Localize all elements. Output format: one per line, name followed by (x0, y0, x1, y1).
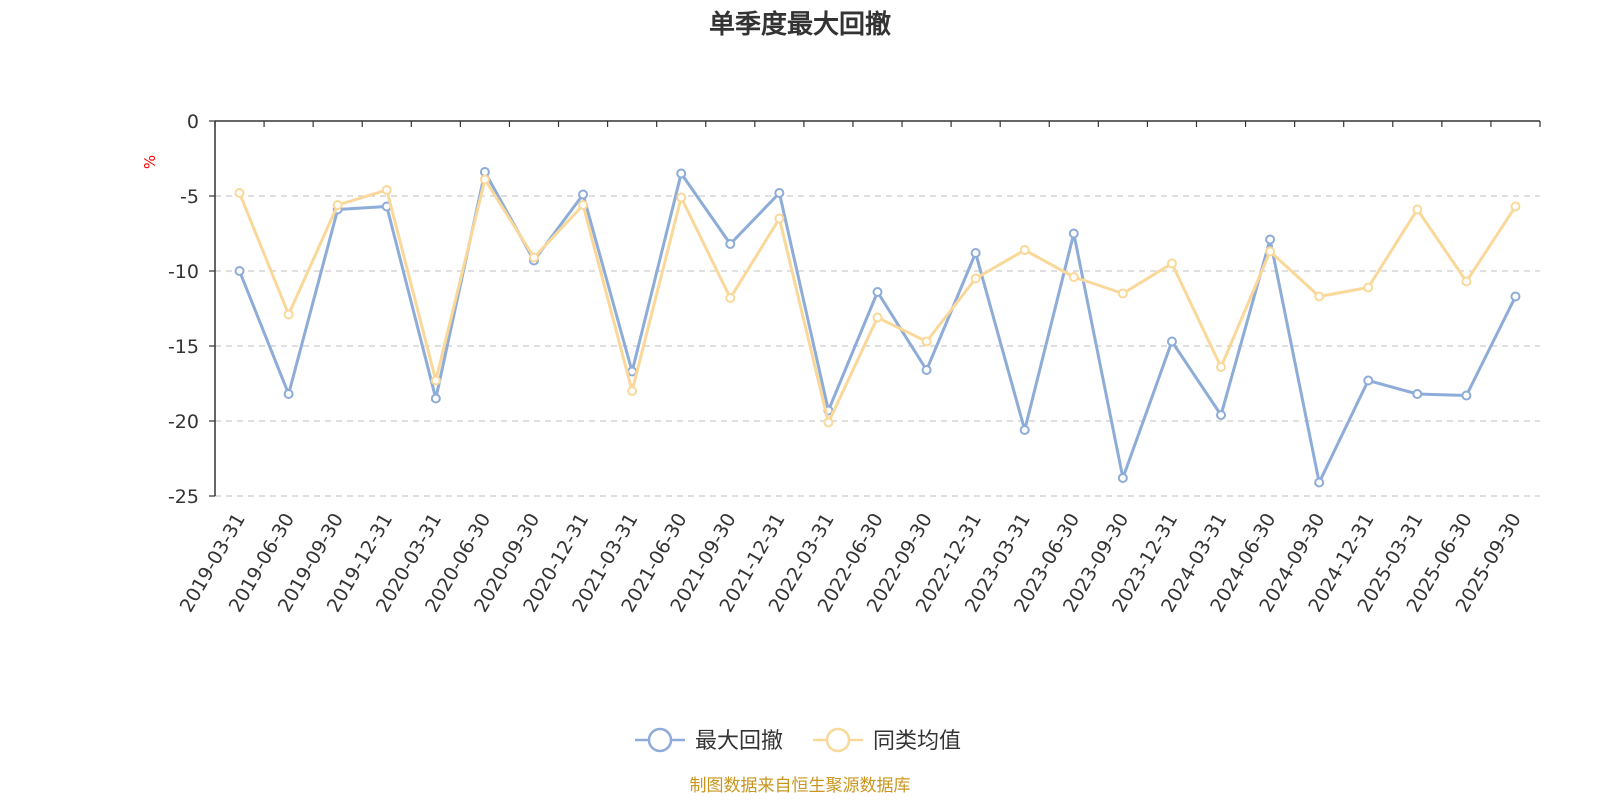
series-line (238, 170, 1517, 484)
legend-marker-icon (825, 727, 851, 753)
data-point (1216, 362, 1227, 372)
series-lines (234, 167, 1521, 488)
y-tick-label: 0 (187, 111, 199, 133)
grid-lines (215, 195, 1540, 497)
data-point (234, 188, 245, 198)
series-2 (234, 174, 1521, 428)
data-point (676, 192, 687, 203)
data-point (872, 287, 883, 297)
data-point (1363, 375, 1374, 386)
legend-marker-icon (647, 727, 673, 753)
legend-item-2[interactable]: 同类均值 (813, 727, 961, 754)
data-point (823, 417, 834, 428)
data-point (1117, 473, 1128, 483)
data-point (627, 386, 638, 396)
data-point (970, 273, 981, 284)
y-tick-label: -20 (168, 411, 199, 433)
data-point (1019, 245, 1030, 255)
data-point (1265, 234, 1276, 245)
data-point (774, 213, 785, 224)
legend-label: 同类均值 (873, 729, 961, 754)
data-point (1412, 204, 1423, 215)
y-tick-label: -25 (168, 486, 199, 508)
y-tick-label: -5 (180, 186, 199, 208)
data-point (283, 309, 294, 320)
data-point (332, 200, 343, 210)
data-point (528, 252, 539, 263)
data-point (1510, 201, 1521, 212)
data-point (430, 375, 441, 386)
data-point (921, 365, 932, 375)
data-point (381, 185, 392, 195)
data-point (774, 188, 785, 198)
data-source-note: 制图数据来自恒生聚源数据库 (690, 776, 911, 796)
data-point (1265, 246, 1276, 257)
data-point (1019, 425, 1030, 435)
legend-item-1[interactable]: 最大回撤 (635, 727, 783, 754)
y-tick-label: -15 (168, 336, 199, 358)
y-tick-label: -10 (168, 261, 199, 283)
data-point (1314, 291, 1325, 302)
data-point (479, 174, 490, 185)
data-point (1314, 477, 1325, 488)
data-point (1068, 228, 1079, 239)
data-point (1461, 390, 1472, 401)
data-point (1412, 389, 1423, 399)
data-point (1510, 291, 1521, 302)
data-point (1117, 288, 1128, 299)
data-point (725, 239, 736, 249)
data-point (578, 200, 589, 210)
data-point (1363, 282, 1374, 293)
data-point (1461, 276, 1472, 287)
data-point (1216, 410, 1227, 420)
data-point (676, 168, 687, 179)
data-point (283, 389, 294, 399)
legend[interactable]: 最大回撤 同类均值 (635, 727, 961, 754)
data-point (872, 312, 883, 323)
y-axis-unit-label: % (141, 155, 159, 169)
data-point (1068, 272, 1079, 282)
data-point (430, 393, 441, 404)
data-point (1166, 258, 1177, 269)
data-point (578, 189, 589, 200)
axes: 0-5-10-15-20-252019-03-312019-06-302019-… (168, 111, 1541, 616)
chart-title: 单季度最大回撤 (709, 9, 891, 40)
legend-label: 最大回撤 (695, 729, 783, 754)
data-point (1166, 336, 1177, 347)
data-point (234, 266, 245, 276)
data-point (725, 293, 736, 303)
data-point (970, 248, 981, 258)
series-line (238, 178, 1517, 424)
series-1 (234, 167, 1521, 488)
data-point (921, 336, 932, 347)
